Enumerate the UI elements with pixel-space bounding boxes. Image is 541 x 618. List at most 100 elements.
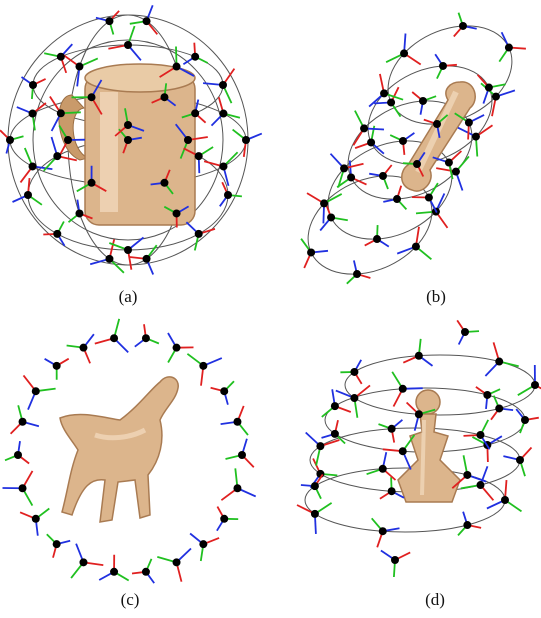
camera-frame [2,470,34,507]
camera-frame [163,205,190,228]
camera-frame [456,319,480,345]
camera-frame [391,371,423,407]
camera-frame [463,419,491,450]
camera-frame [151,83,177,107]
camera-frame [329,153,364,188]
camera-frames-d [296,319,541,578]
camera-frame [411,91,437,115]
camera-frame [157,547,192,582]
camera-frame [203,151,239,187]
camera-frame [436,155,470,191]
panel-a-figure [0,4,263,275]
panel-label: (b) [426,287,446,306]
camera-frame [389,132,415,155]
camera-frame [108,25,142,61]
camera-frame [16,102,47,131]
camera-frame [220,405,249,436]
camera-frame [232,128,263,158]
camera-frame [9,405,40,435]
camera-frame [460,465,495,501]
camera-frame [423,114,449,138]
camera-frame [380,549,411,578]
camera-frame [321,389,352,418]
panel-b-figure [300,12,526,285]
panel-b: (b) [270,0,541,310]
panel-c-figure [2,318,257,584]
camera-frame [402,151,426,177]
camera-frame [383,185,408,211]
camera-frame [432,150,463,180]
panel-a: (a) [0,0,270,310]
camera-frame [44,357,70,380]
camera-frame [340,359,363,385]
camera-frame [405,401,436,431]
camera-frame [114,108,145,137]
camera-frame [89,239,125,274]
camera-frame [475,386,501,409]
camera-frame [503,446,533,477]
camera-frame [490,395,514,421]
camera-frame [296,502,333,534]
camera-frame [131,558,155,584]
camera-frame [0,129,24,154]
camera-frame [306,192,343,224]
camera-frame [411,182,439,214]
camera-frame [369,164,393,190]
camera-frame [43,221,66,247]
camera-frames-a [0,4,263,275]
camera-frame [22,374,56,410]
camera-frame [182,42,209,66]
camera-frame [457,124,494,157]
camera-frame [374,86,402,118]
camera-frame [216,506,239,532]
camera-frame [19,147,53,183]
camera-frame [305,431,340,466]
camera-frame [181,99,207,124]
camera-frame [434,53,457,79]
camera-frame [385,33,422,66]
camera-frame [515,408,539,434]
camera-frame [12,178,43,206]
camera-frame [396,226,432,260]
camera-frame [476,74,506,104]
camera-frame [210,96,241,127]
camera-frame [486,480,523,513]
camera-frame [150,169,174,195]
camera-frame [382,434,416,470]
camera-frame [95,10,120,35]
camera-frame [185,221,216,251]
camera-frame [183,146,214,174]
camera-frame [371,517,400,548]
camera-frame [108,236,145,270]
camera-frame [454,112,485,140]
camera-frame [76,165,107,193]
camera-frame [498,31,526,63]
camera-frame [379,477,405,500]
camera-frame [321,420,346,445]
camera-frame [220,468,257,501]
camera-frame [300,238,329,269]
camera-frame [457,511,482,537]
camera-frame [129,244,158,275]
camera-frame [335,384,371,418]
camera-frame [402,338,434,367]
panel-d: (d) [270,310,541,618]
camera-frame [44,43,73,74]
camera-frame [49,96,81,132]
camera-frame [67,199,93,223]
camera-frame [366,452,397,481]
camera-frame [484,342,519,377]
camera-frame [58,125,86,156]
camera-frame [346,260,371,285]
camera-frame [66,333,95,364]
camera-frame [453,12,477,38]
camera-frame [352,110,385,146]
panel-label: (a) [118,287,138,306]
panel-c: (c) [0,310,270,618]
camera-frame [368,73,404,108]
camera-frame [354,125,385,155]
camera-frame [167,332,194,363]
camera-frame [20,76,46,100]
camera-frame [219,181,242,207]
camera-frame [159,46,195,78]
